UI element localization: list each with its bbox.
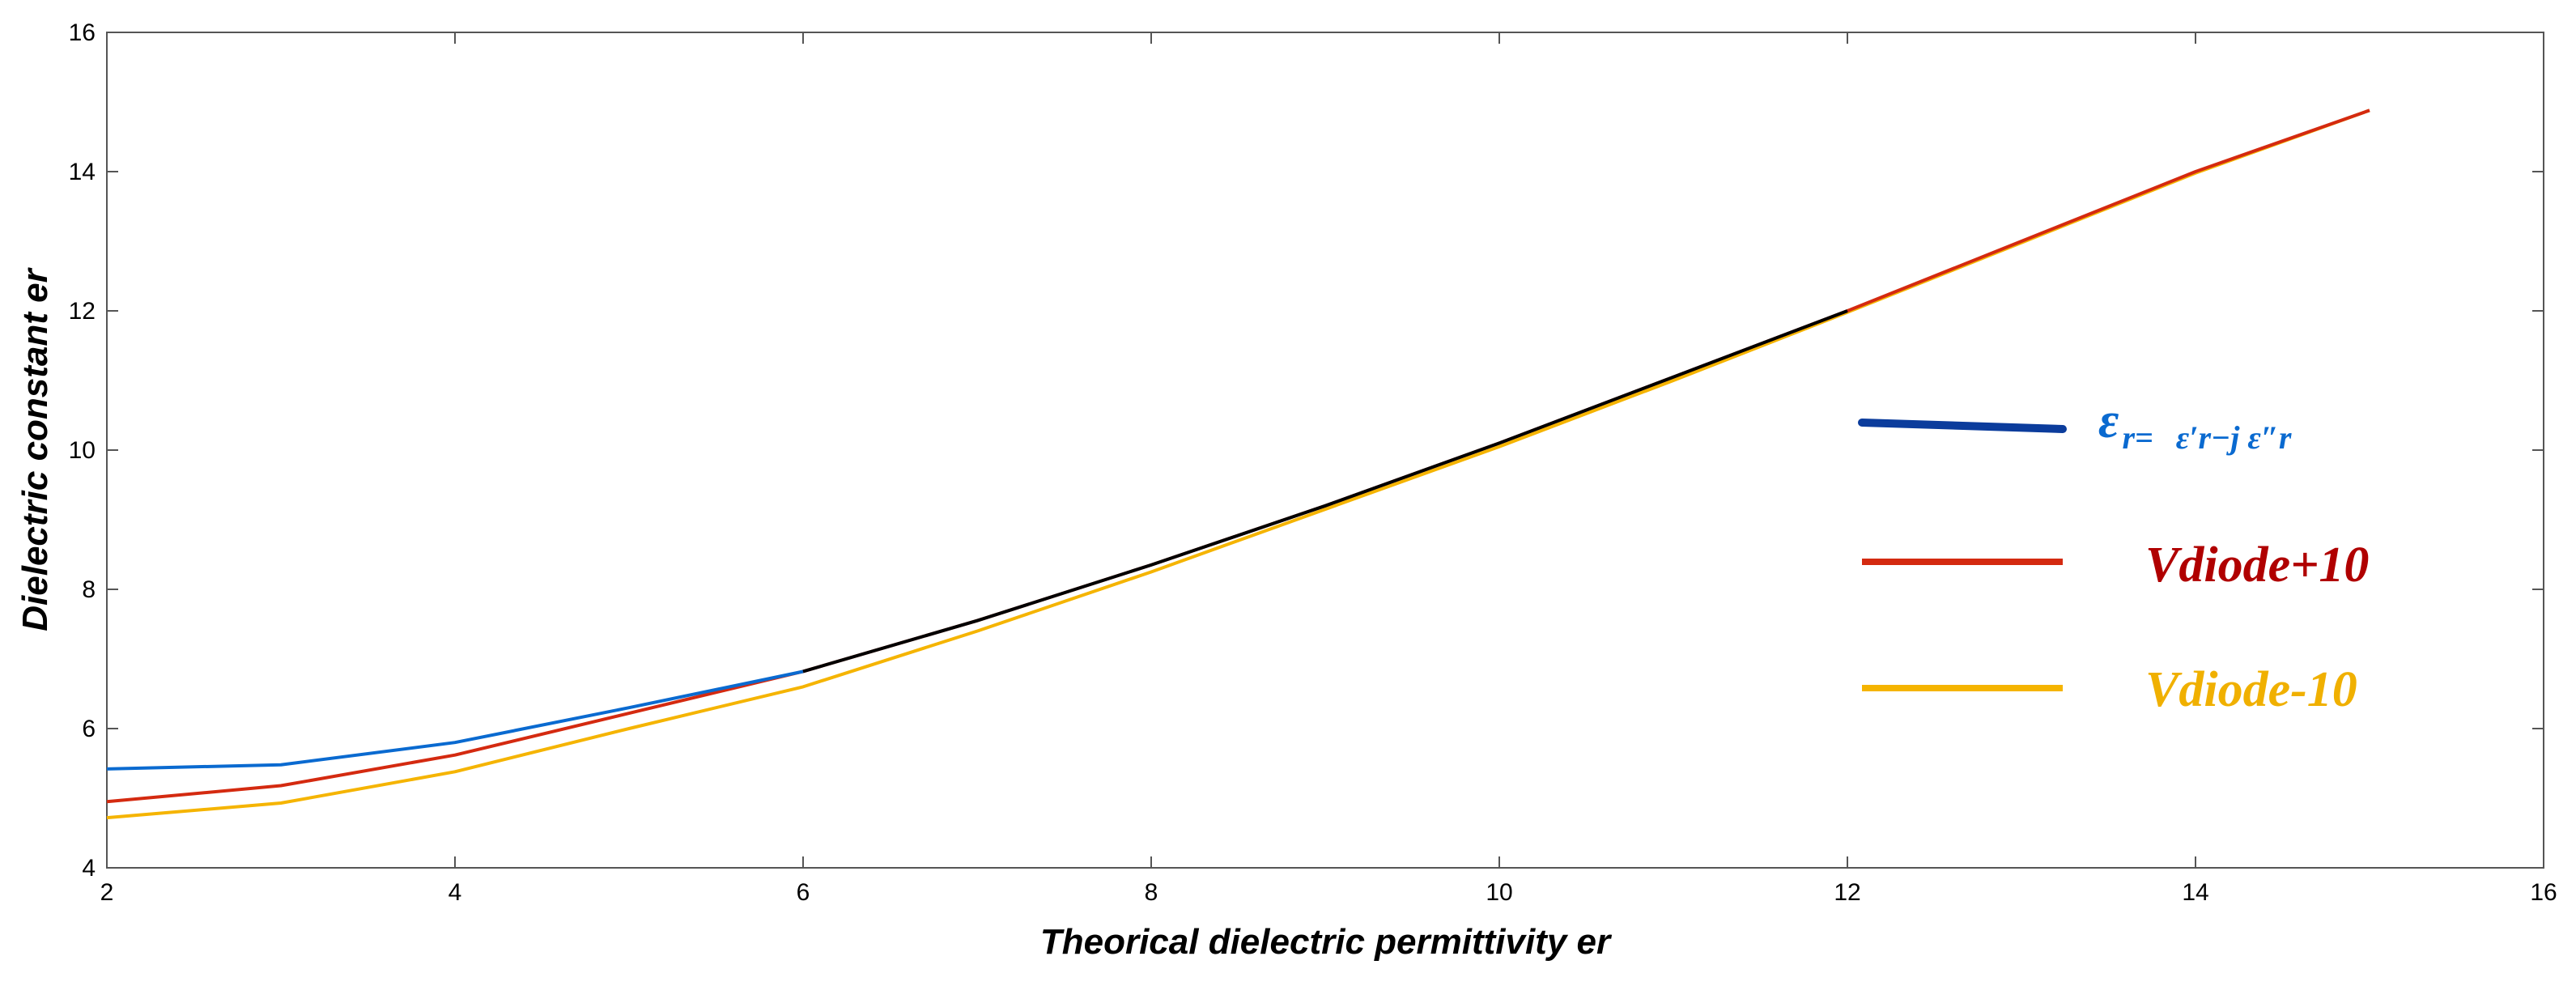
y-axis-title: Dielectric constant er bbox=[15, 266, 55, 631]
y-tick-label: 10 bbox=[69, 437, 96, 464]
x-tick-label: 8 bbox=[1145, 879, 1158, 906]
x-tick-label: 2 bbox=[100, 879, 114, 906]
x-tick-label: 10 bbox=[1486, 879, 1512, 906]
x-tick-label: 16 bbox=[2530, 879, 2557, 906]
legend: ε r= ε′r−j ε″r Vdiode+10 Vdiode-10 bbox=[1858, 393, 2369, 717]
series-line-eps-overlap bbox=[802, 309, 1848, 674]
y-tick-label: 16 bbox=[69, 19, 96, 46]
plot-area bbox=[106, 32, 2544, 869]
y-tick-label: 6 bbox=[82, 716, 96, 742]
y-tick-label: 8 bbox=[82, 576, 96, 603]
legend-eps-subscript: r= bbox=[2122, 419, 2153, 456]
y-tick-label: 14 bbox=[69, 159, 96, 185]
legend-label-eps: ε r= ε′r−j ε″r bbox=[2098, 393, 2292, 456]
series-line-eps bbox=[106, 669, 804, 771]
x-tick-label: 12 bbox=[1834, 879, 1860, 906]
y-tick-label: 12 bbox=[69, 298, 96, 325]
x-axis-title: Theorical dielectric permittivity er bbox=[1040, 922, 1613, 962]
legend-eps-formula: ε′r−j ε″r bbox=[2176, 419, 2292, 456]
series-group bbox=[106, 108, 2370, 820]
x-tick-label: 4 bbox=[448, 879, 462, 906]
x-tick-label: 14 bbox=[2182, 879, 2208, 906]
x-tick-label: 6 bbox=[797, 879, 810, 906]
legend-label-vdiode-minus: Vdiode-10 bbox=[2145, 662, 2357, 717]
legend-eps-symbol: ε bbox=[2098, 393, 2119, 448]
legend-label-vdiode-plus: Vdiode+10 bbox=[2145, 538, 2369, 593]
y-tick-label: 4 bbox=[82, 855, 96, 882]
legend-swatch-eps bbox=[1858, 419, 2067, 433]
